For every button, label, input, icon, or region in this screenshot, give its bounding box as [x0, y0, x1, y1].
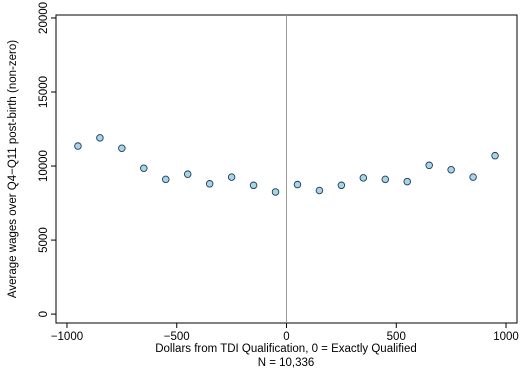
data-point — [293, 180, 302, 189]
data-point — [183, 170, 192, 178]
data-point — [74, 142, 82, 150]
y-tick-label: 0 — [38, 311, 50, 317]
y-tick-label: 5000 — [38, 227, 50, 253]
sample-size-note: N = 10,336 — [258, 357, 315, 369]
data-point — [140, 164, 148, 173]
data-point — [271, 188, 280, 196]
data-point — [337, 181, 346, 190]
y-axis-title: Average wages over Q4−Q11 post-birth (no… — [7, 40, 19, 298]
data-point — [425, 161, 433, 170]
data-point — [249, 181, 258, 190]
x-tick-label: −1000 — [51, 331, 83, 343]
x-axis-ticks: −1000 −500 0 500 1000 — [51, 323, 519, 343]
y-axis-ticks: 0 5000 10000 15000 20000 — [38, 2, 56, 317]
data-point — [447, 165, 455, 174]
x-tick-label: −500 — [164, 331, 190, 343]
x-tick-label: 500 — [387, 331, 406, 343]
x-tick-label: 0 — [283, 331, 289, 343]
data-points — [74, 134, 499, 196]
data-point — [96, 134, 104, 142]
y-tick-label: 20000 — [38, 2, 50, 34]
x-tick-label: 1000 — [493, 331, 519, 343]
data-point — [227, 173, 236, 181]
x-axis-title: Dollars from TDI Qualification, 0 = Exac… — [155, 343, 417, 355]
y-tick-label: 15000 — [38, 76, 50, 108]
data-point — [315, 186, 324, 195]
data-point — [359, 174, 368, 182]
data-point — [162, 175, 170, 184]
data-point — [381, 175, 390, 184]
data-point — [205, 180, 214, 188]
y-tick-label: 10000 — [38, 150, 50, 182]
data-point — [469, 173, 477, 181]
data-point — [403, 177, 411, 186]
data-point — [118, 144, 126, 153]
data-point — [491, 151, 499, 160]
